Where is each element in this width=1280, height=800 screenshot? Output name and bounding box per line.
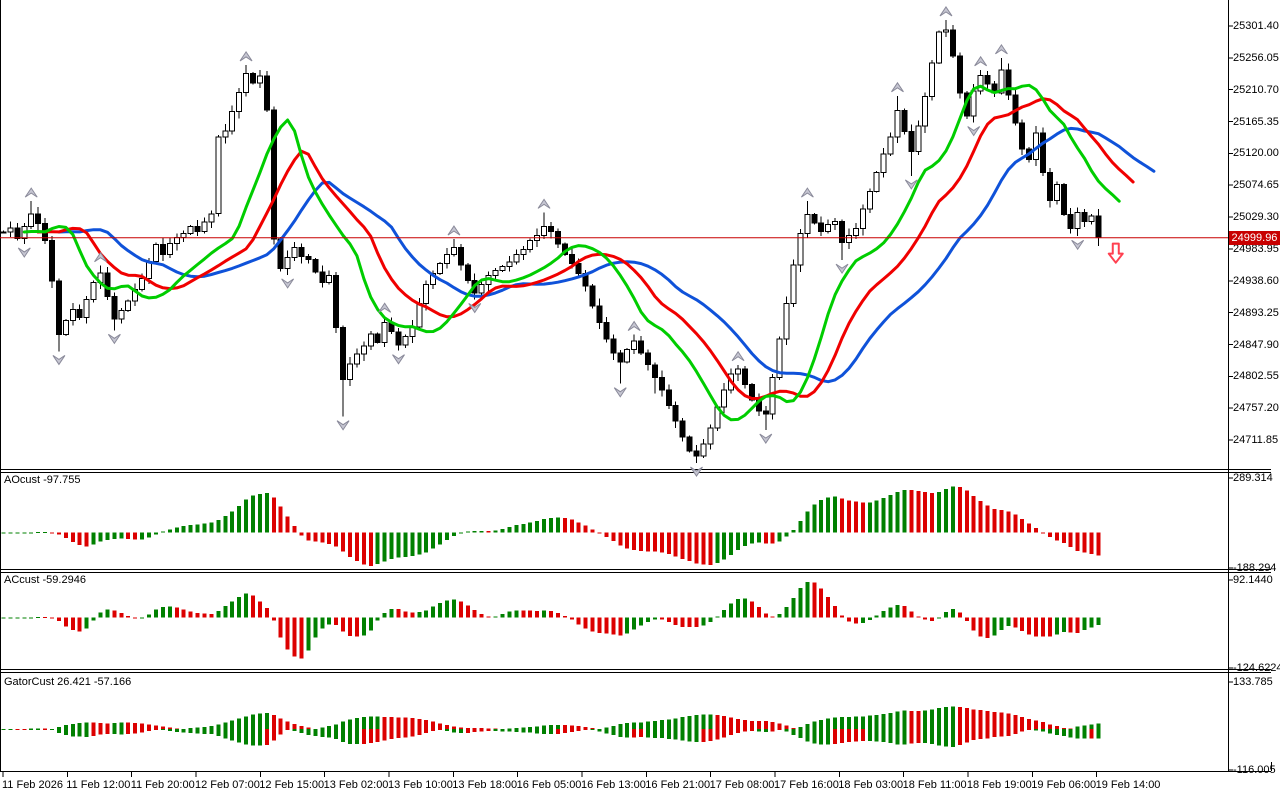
time-axis-label: 11 Feb 12:00 [66, 779, 131, 791]
ac-indicator-label: ACcust -59.2946 [4, 574, 86, 586]
time-axis-label: 11 Feb 20:00 [130, 779, 195, 791]
price-axis-label: 25029.30 [1233, 211, 1279, 224]
indicator-axis-max-label: 133.785 [1233, 676, 1273, 688]
time-axis-label: 16 Feb 13:00 [581, 779, 646, 791]
price-axis-label: 25165.35 [1233, 115, 1279, 128]
indicator-axis-min-label: -188.294 [1233, 562, 1277, 574]
time-axis-label: 18 Feb 03:00 [838, 779, 904, 791]
time-axis-label: 13 Feb 18:00 [452, 779, 518, 791]
price-axis-label: 25074.65 [1233, 179, 1279, 192]
time-axis-label: 18 Feb 19:00 [966, 779, 1032, 791]
time-axis-label: 19 Feb 06:00 [1031, 779, 1097, 791]
price-axis-label: 24938.60 [1233, 274, 1279, 287]
price-axis-label: 25120.00 [1233, 147, 1279, 160]
time-axis-label: 12 Feb 07:00 [195, 779, 260, 791]
price-axis-label: 25210.70 [1233, 83, 1279, 96]
time-axis-label: 19 Feb 14:00 [1095, 779, 1161, 791]
time-axis-label: 17 Feb 16:00 [774, 779, 839, 791]
price-axis-label: 24983.95 [1233, 242, 1279, 255]
price-axis-label: 24802.55 [1233, 370, 1279, 383]
current-price-badge: 24999.96 [1229, 230, 1280, 245]
gator-indicator-label: GatorCust 26.421 -57.166 [4, 676, 132, 688]
indicator-axis-min-label: -124.6224 [1233, 662, 1280, 674]
time-axis-label: 12 Feb 15:00 [259, 779, 325, 791]
indicator-axis-max-label: 92.1440 [1233, 574, 1273, 586]
indicator-axis-min-label: -116.005 [1233, 764, 1276, 776]
time-axis-label: 16 Feb 05:00 [516, 779, 582, 791]
price-axis-label: 24711.85 [1233, 434, 1279, 446]
price-axis-label: 25301.40 [1233, 20, 1279, 32]
time-axis-label: 18 Feb 11:00 [902, 779, 967, 791]
ao-indicator-label: AOcust -97.755 [4, 474, 81, 486]
time-axis-label: 13 Feb 02:00 [323, 779, 389, 791]
time-axis-label: 17 Feb 08:00 [709, 779, 775, 791]
price-axis-label: 24893.25 [1233, 306, 1279, 319]
time-axis-label: 13 Feb 10:00 [388, 779, 453, 791]
price-axis-label: 24757.20 [1233, 402, 1279, 415]
time-axis-label: 11 Feb 2026 [2, 779, 63, 791]
price-axis-label: 25256.05 [1233, 51, 1279, 64]
time-axis-label: 16 Feb 21:00 [645, 779, 711, 791]
indicator-axis-max-label: 289.314 [1233, 472, 1273, 484]
price-axis-label: 24847.90 [1233, 338, 1279, 351]
